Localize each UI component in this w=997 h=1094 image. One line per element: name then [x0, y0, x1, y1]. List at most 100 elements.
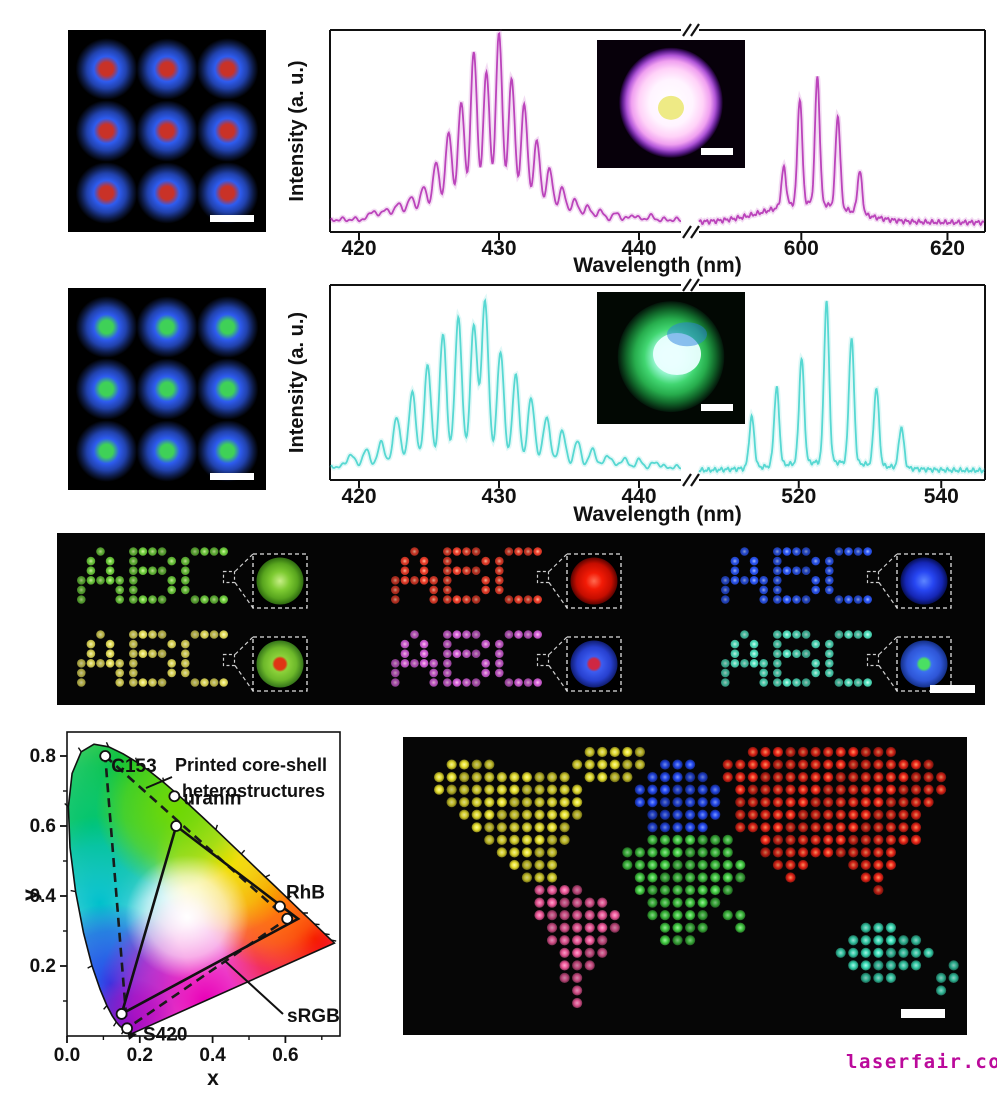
printed-dot — [773, 659, 782, 668]
abc-pattern-panel — [57, 533, 985, 705]
map-dot — [885, 935, 896, 946]
x-tick-label: 600 — [784, 237, 819, 260]
printed-dot — [863, 630, 872, 639]
printed-dot — [523, 547, 533, 556]
map-dot — [885, 834, 896, 845]
printed-dot — [462, 649, 471, 658]
printed-dot — [782, 595, 792, 604]
map-dot — [873, 809, 884, 820]
map-dot — [873, 797, 884, 808]
map-dot — [760, 759, 771, 770]
map-dot — [785, 847, 796, 858]
printed-dot — [481, 639, 490, 649]
printed-dot — [495, 566, 504, 575]
map-dot — [672, 922, 683, 933]
printed-dot — [471, 566, 481, 575]
map-dot — [672, 784, 683, 795]
map-dot — [823, 809, 834, 820]
map-dot — [898, 935, 909, 946]
map-dot — [685, 784, 696, 795]
map-dot — [785, 772, 796, 783]
printed-dot — [181, 668, 190, 678]
core-shell-microsphere — [136, 358, 198, 420]
printed-dot — [429, 595, 438, 604]
map-dot — [697, 772, 708, 783]
cie-point-C153 — [99, 750, 112, 762]
map-dot — [434, 772, 445, 783]
printed-dot — [115, 659, 124, 668]
map-dot — [885, 759, 896, 770]
x-tick-label: 620 — [930, 237, 965, 260]
printed-dot — [825, 585, 834, 595]
map-dot — [747, 809, 758, 820]
map-dot — [459, 784, 470, 795]
map-dot — [546, 935, 558, 946]
map-dot — [572, 910, 583, 921]
map-dot — [659, 772, 671, 783]
printed-dot — [410, 576, 419, 585]
map-dot — [622, 772, 633, 783]
map-dot — [936, 985, 947, 996]
printed-dot — [844, 547, 853, 556]
map-dot — [910, 960, 922, 971]
map-dot — [823, 822, 834, 833]
map-dot — [534, 859, 545, 871]
printed-dot — [514, 547, 523, 556]
map-dot — [898, 822, 909, 833]
map-dot — [797, 834, 809, 845]
map-dot — [848, 935, 859, 946]
callout-line — [548, 582, 568, 609]
cie-point-label: RhB — [286, 883, 325, 904]
map-dot — [496, 797, 507, 808]
map-dot — [747, 784, 758, 795]
map-dot — [496, 834, 507, 845]
printed-dot — [129, 566, 138, 575]
map-dot — [685, 834, 696, 845]
printed-dot — [462, 630, 471, 639]
map-dot — [860, 947, 871, 958]
map-dot — [521, 772, 533, 783]
map-dot — [634, 797, 645, 808]
map-dot — [948, 960, 959, 971]
printed-dot — [834, 630, 844, 639]
map-dot — [659, 797, 671, 808]
map-dot — [446, 784, 457, 795]
core-shell-microsphere — [76, 296, 137, 358]
map-dot — [672, 759, 683, 770]
map-dot — [810, 759, 821, 770]
printed-dot — [77, 668, 86, 678]
scale-bar — [210, 473, 254, 480]
map-dot — [659, 809, 671, 820]
printed-dot — [157, 566, 167, 575]
printed-dot — [740, 659, 749, 668]
printed-dot — [115, 595, 124, 604]
microsphere-array-green-core — [68, 288, 266, 490]
map-dot — [572, 897, 583, 908]
map-dot — [484, 784, 495, 795]
map-dot — [634, 859, 645, 871]
printed-dot — [105, 659, 115, 668]
printed-dot — [129, 630, 138, 639]
y-tick-label: 0.8 — [30, 746, 56, 767]
printed-dot — [853, 547, 863, 556]
map-dot — [534, 847, 545, 858]
map-dot — [534, 872, 545, 883]
printed-dot — [157, 595, 167, 604]
map-dot — [659, 884, 671, 896]
map-dot — [534, 822, 545, 833]
printed-dot — [495, 668, 504, 678]
printed-dot — [495, 585, 504, 595]
yellow-core — [658, 95, 684, 120]
map-dot — [697, 784, 708, 795]
map-dot — [860, 872, 871, 883]
core-shell-microsphere — [197, 296, 258, 358]
printed-dot — [167, 639, 176, 649]
map-dot — [735, 859, 746, 871]
printed-dot — [801, 630, 811, 639]
printed-dot — [391, 585, 400, 595]
printed-dot — [452, 566, 462, 575]
map-dot — [747, 772, 758, 783]
printed-dot — [721, 595, 730, 604]
printed-dot — [200, 547, 209, 556]
map-dot — [572, 997, 583, 1009]
